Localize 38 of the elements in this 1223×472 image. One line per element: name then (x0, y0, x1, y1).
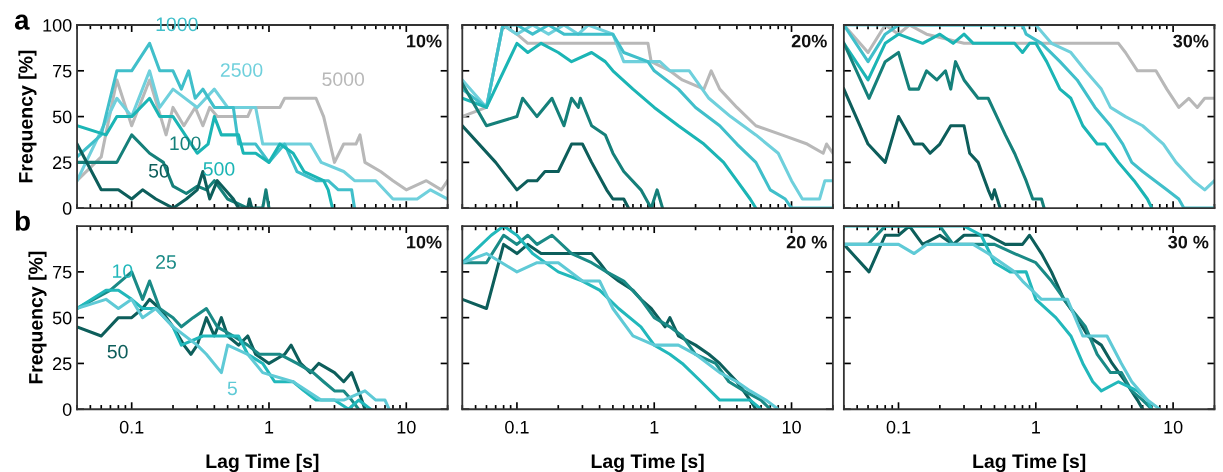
annotation: 10% (407, 34, 442, 48)
x-tick-label: 0.1 (505, 420, 529, 434)
x-axis-title: Lag Time [s] (591, 453, 704, 472)
annotation: 10 (113, 264, 133, 279)
y-tick-label: 100 (43, 18, 72, 32)
y-tick-label: 75 (53, 64, 72, 78)
annotation: 25 (156, 255, 176, 269)
annotation: 10% (407, 235, 442, 249)
x-tick-label: 1 (1032, 421, 1040, 434)
y-axis-title: Frequency [%] (28, 251, 47, 384)
chart-title: a (14, 14, 30, 30)
annotation: 50 (107, 344, 128, 359)
y-tick-label: 25 (53, 156, 72, 170)
annotation: 500 (203, 162, 235, 176)
x-tick-label: 10 (782, 420, 801, 434)
x-tick-label: 1 (650, 421, 659, 434)
y-tick-label: 0 (62, 403, 72, 416)
x-tick-label: 0.1 (886, 420, 911, 434)
y-tick-label: 0 (62, 202, 72, 215)
y-tick-label: 50 (52, 110, 72, 124)
annotation: 2500 (220, 63, 263, 77)
annotation: 30 % (1168, 235, 1209, 249)
x-tick-label: 10 (397, 420, 416, 434)
annotation: 5 (227, 381, 237, 396)
chart-title: b (15, 210, 30, 231)
x-tick-label: 1 (265, 421, 274, 434)
y-tick-label: 25 (53, 357, 72, 371)
y-axis-title: Frequency [%] (18, 50, 37, 183)
x-tick-label: 10 (1164, 420, 1183, 434)
annotation: 5000 (322, 72, 365, 87)
annotation: 20 % (786, 235, 827, 249)
annotation: 30% (1173, 34, 1209, 48)
x-tick-label: 0.1 (119, 420, 144, 434)
annotation: 20% (791, 34, 827, 48)
y-tick-label: 50 (52, 311, 72, 325)
x-axis-title: Lag Time [s] (206, 453, 319, 472)
x-axis-title: Lag Time [s] (973, 453, 1086, 472)
y-tick-label: 75 (53, 265, 72, 279)
